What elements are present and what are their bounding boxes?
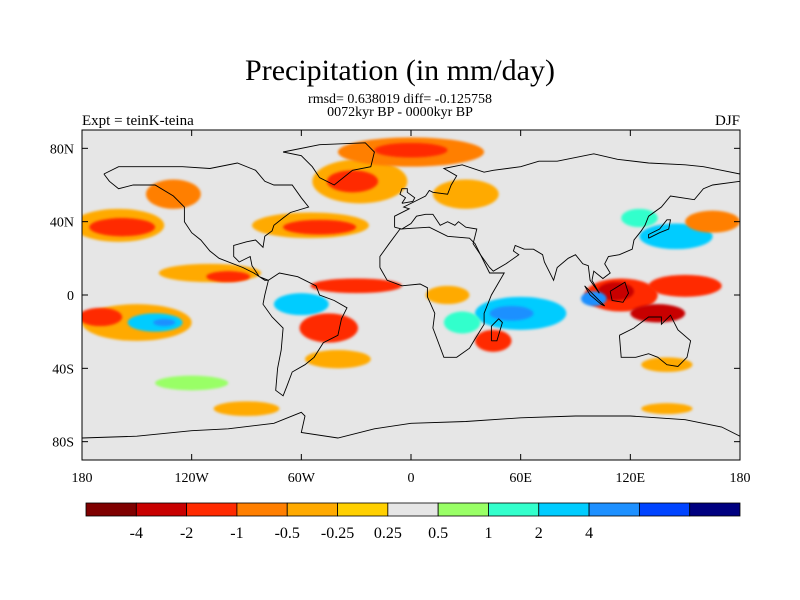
- colorbar-label: 2: [535, 525, 543, 542]
- coast-greenland: [283, 142, 375, 186]
- colorbar-swatch: [437, 502, 489, 517]
- period-line: 0072kyr BP - 0000kyr BP: [327, 105, 473, 120]
- coast-south-america: [262, 272, 348, 397]
- colorbar: -4 -2 -1 -0.5 -0.25 0.25 0.5 1 2 4: [85, 502, 741, 542]
- lon-tick-label: 60W: [288, 471, 316, 486]
- colorbar-label: -0.25: [321, 525, 354, 542]
- colorbar-swatch: [689, 502, 741, 517]
- anomaly-europe-north: [432, 179, 499, 209]
- coast-eurasia: [394, 153, 740, 294]
- coast-antarctica: [82, 411, 740, 439]
- lon-tick-label: 0: [408, 471, 415, 486]
- anomaly-south-pacific-wet-core: [153, 318, 176, 327]
- lat-tick-label: 0: [67, 289, 74, 304]
- colorbar-swatch: [488, 502, 540, 517]
- coast-north-america: [103, 162, 310, 281]
- coast-sumatra: [584, 285, 606, 307]
- anomaly-indian-ocean-wet-core: [489, 306, 534, 321]
- map-axes: 80N 40N 0 40S 80S 180 120W 60W 0 60E 120E 180: [50, 130, 751, 486]
- colorbar-swatch: [387, 502, 439, 517]
- colorbar-swatch: [286, 502, 338, 517]
- anomaly-amazon-wet: [273, 293, 329, 316]
- coastlines: [82, 142, 740, 439]
- colorbar-label: 0.25: [374, 525, 402, 542]
- anomaly-antarctic-margin: [641, 403, 693, 415]
- plot-title: Precipitation (in mm/day): [245, 54, 555, 87]
- colorbar-swatch: [236, 502, 288, 517]
- lon-tick-label: 60E: [509, 471, 532, 486]
- colorbar-swatch: [638, 502, 691, 517]
- colorbar-label: -2: [180, 525, 193, 542]
- lat-tick-label: 80S: [52, 436, 74, 451]
- anomaly-southern-ocean-dry: [213, 401, 280, 416]
- colorbar-swatch: [85, 502, 137, 517]
- season-label: DJF: [714, 113, 740, 129]
- anomaly-brazil-dry: [299, 313, 358, 343]
- lat-tick-label: 80N: [50, 142, 74, 157]
- colorbar-label: -1: [230, 525, 243, 542]
- stats-line: rmsd= 0.638019 diff= -0.125758: [308, 92, 492, 107]
- anomaly-field: [82, 137, 740, 416]
- colorbar-label: 4: [585, 525, 593, 542]
- colorbar-label: 1: [484, 525, 492, 542]
- anomaly-maritime-continent-wet: [580, 291, 607, 306]
- anomaly-north-pacific-storm-core: [89, 218, 156, 237]
- coast-uk: [399, 188, 416, 204]
- colorbar-swatch: [588, 502, 640, 517]
- anomaly-north-atlantic-core: [326, 170, 379, 193]
- anomaly-maritime-continent-core: [597, 282, 634, 301]
- anomaly-southern-africa-wet: [443, 311, 481, 334]
- colorbar-label: -0.5: [275, 525, 300, 542]
- coast-africa: [379, 226, 505, 358]
- anomaly-north-australia-dry: [630, 304, 686, 323]
- anomaly-northeast-pacific: [145, 179, 201, 209]
- lon-tick-label: 120W: [175, 471, 210, 486]
- anomaly-itcz-atlantic: [310, 278, 402, 294]
- anomaly-southern-ocean-wet: [155, 375, 229, 391]
- anomaly-east-asia-wet: [621, 208, 658, 228]
- colorbar-swatch: [337, 502, 389, 517]
- coast-japan: [648, 219, 672, 239]
- lat-tick-label: 40N: [50, 216, 74, 231]
- anomaly-south-atlantic-dry: [304, 350, 371, 369]
- coast-borneo: [609, 281, 629, 303]
- anomaly-west-pacific-dry: [648, 274, 722, 297]
- anomaly-africa-equatorial: [425, 285, 470, 305]
- anomaly-itcz-east-pacific-core: [206, 271, 251, 283]
- anomaly-north-pacific-dry: [685, 210, 740, 233]
- colorbar-swatch: [135, 502, 188, 517]
- colorbar-swatch: [186, 502, 238, 517]
- lon-tick-label: 180: [730, 471, 751, 486]
- lon-tick-label: 120E: [616, 471, 646, 486]
- coast-australia: [618, 314, 692, 367]
- lon-tick-label: 180: [72, 471, 93, 486]
- anomaly-south-pacific-dry-core: [82, 307, 123, 327]
- anomaly-arctic-north-core: [374, 142, 448, 158]
- experiment-label: Expt = teinK-teina: [82, 113, 194, 129]
- anomaly-mid-atlantic-storm-core: [283, 219, 357, 235]
- colorbar-label: 0.5: [428, 525, 448, 542]
- colorbar-label: -4: [130, 525, 143, 542]
- colorbar-swatch: [538, 502, 590, 517]
- lat-tick-label: 40S: [52, 362, 74, 377]
- coast-madagascar: [490, 318, 503, 342]
